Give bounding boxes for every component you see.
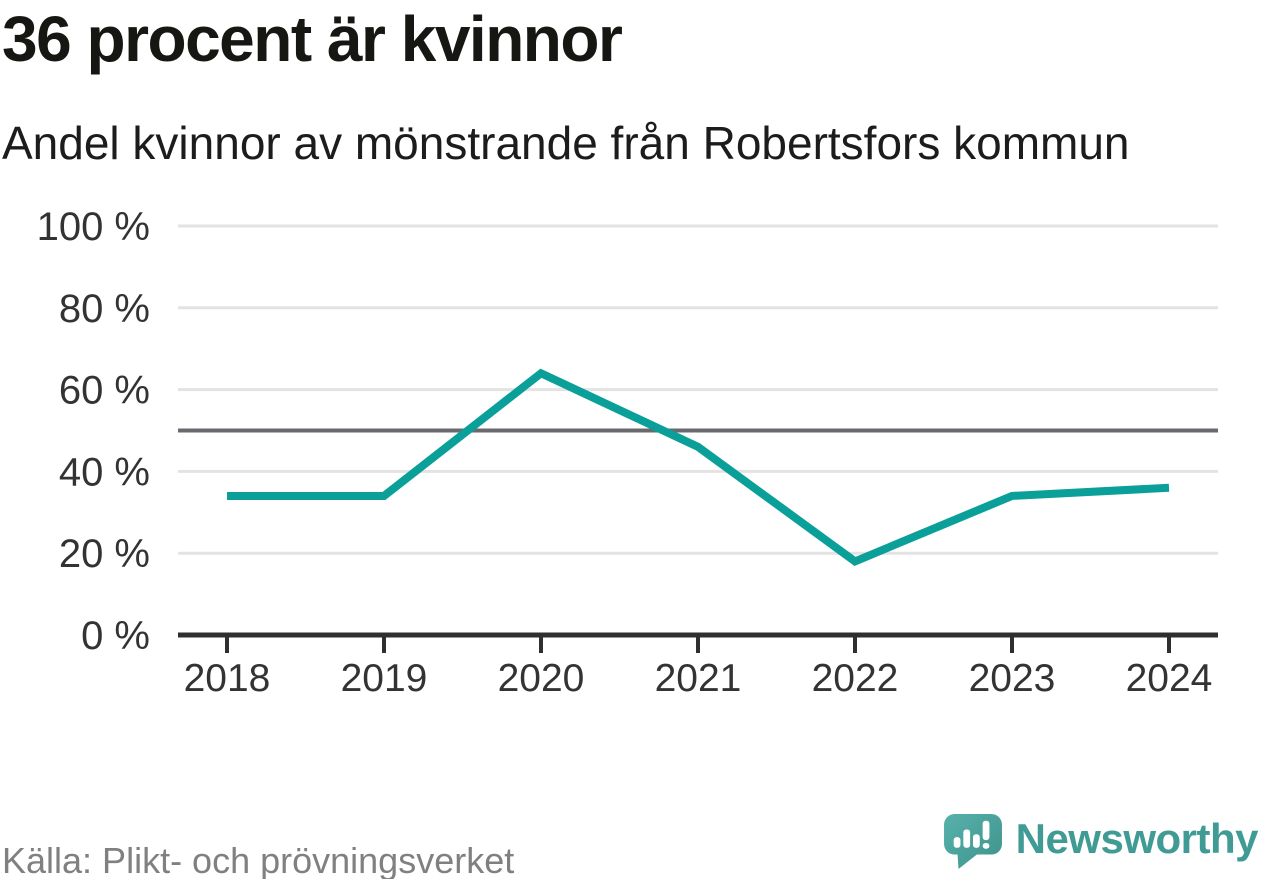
y-axis-label: 0 % [81, 614, 150, 658]
x-axis-label: 2024 [1126, 657, 1213, 700]
y-axis-label: 100 % [37, 205, 150, 249]
x-axis-label: 2019 [341, 657, 428, 700]
chart-subtitle: Andel kvinnor av mönstrande från Roberts… [2, 117, 1130, 169]
page-title: 36 procent är kvinnor [2, 3, 623, 75]
brand-footer: Newsworthy [943, 814, 1259, 870]
data-line [227, 368, 1170, 566]
y-axis-label: 40 % [59, 450, 150, 494]
line-chart: 0 % 20 % 40 % 60 % 80 % 100 % 2018 2019 2020 2021… [37, 205, 1218, 700]
y-axis-label: 60 % [59, 369, 150, 413]
x-axis-label: 2020 [498, 657, 585, 700]
brand-name: Newsworthy [1015, 815, 1259, 862]
x-axis-label: 2021 [655, 657, 742, 700]
source-note: Källa: Plikt- och prövningsverket [2, 840, 515, 879]
logo-bars [953, 820, 990, 849]
newsworthy-logo-icon [943, 814, 1002, 870]
y-axis-label: 20 % [59, 532, 150, 576]
x-axis-label: 2023 [969, 657, 1056, 700]
y-axis-label: 80 % [59, 287, 150, 331]
x-axis-label: 2022 [812, 657, 899, 700]
x-axis-label: 2018 [184, 657, 271, 700]
